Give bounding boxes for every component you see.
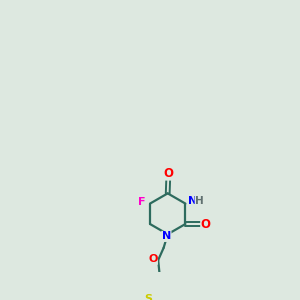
Text: O: O	[163, 167, 173, 180]
Text: O: O	[201, 218, 211, 230]
Text: H: H	[195, 196, 204, 206]
Text: O: O	[148, 254, 158, 264]
Text: S: S	[145, 294, 153, 300]
Text: N: N	[162, 231, 171, 242]
Text: N: N	[188, 196, 197, 206]
Text: F: F	[138, 197, 146, 207]
